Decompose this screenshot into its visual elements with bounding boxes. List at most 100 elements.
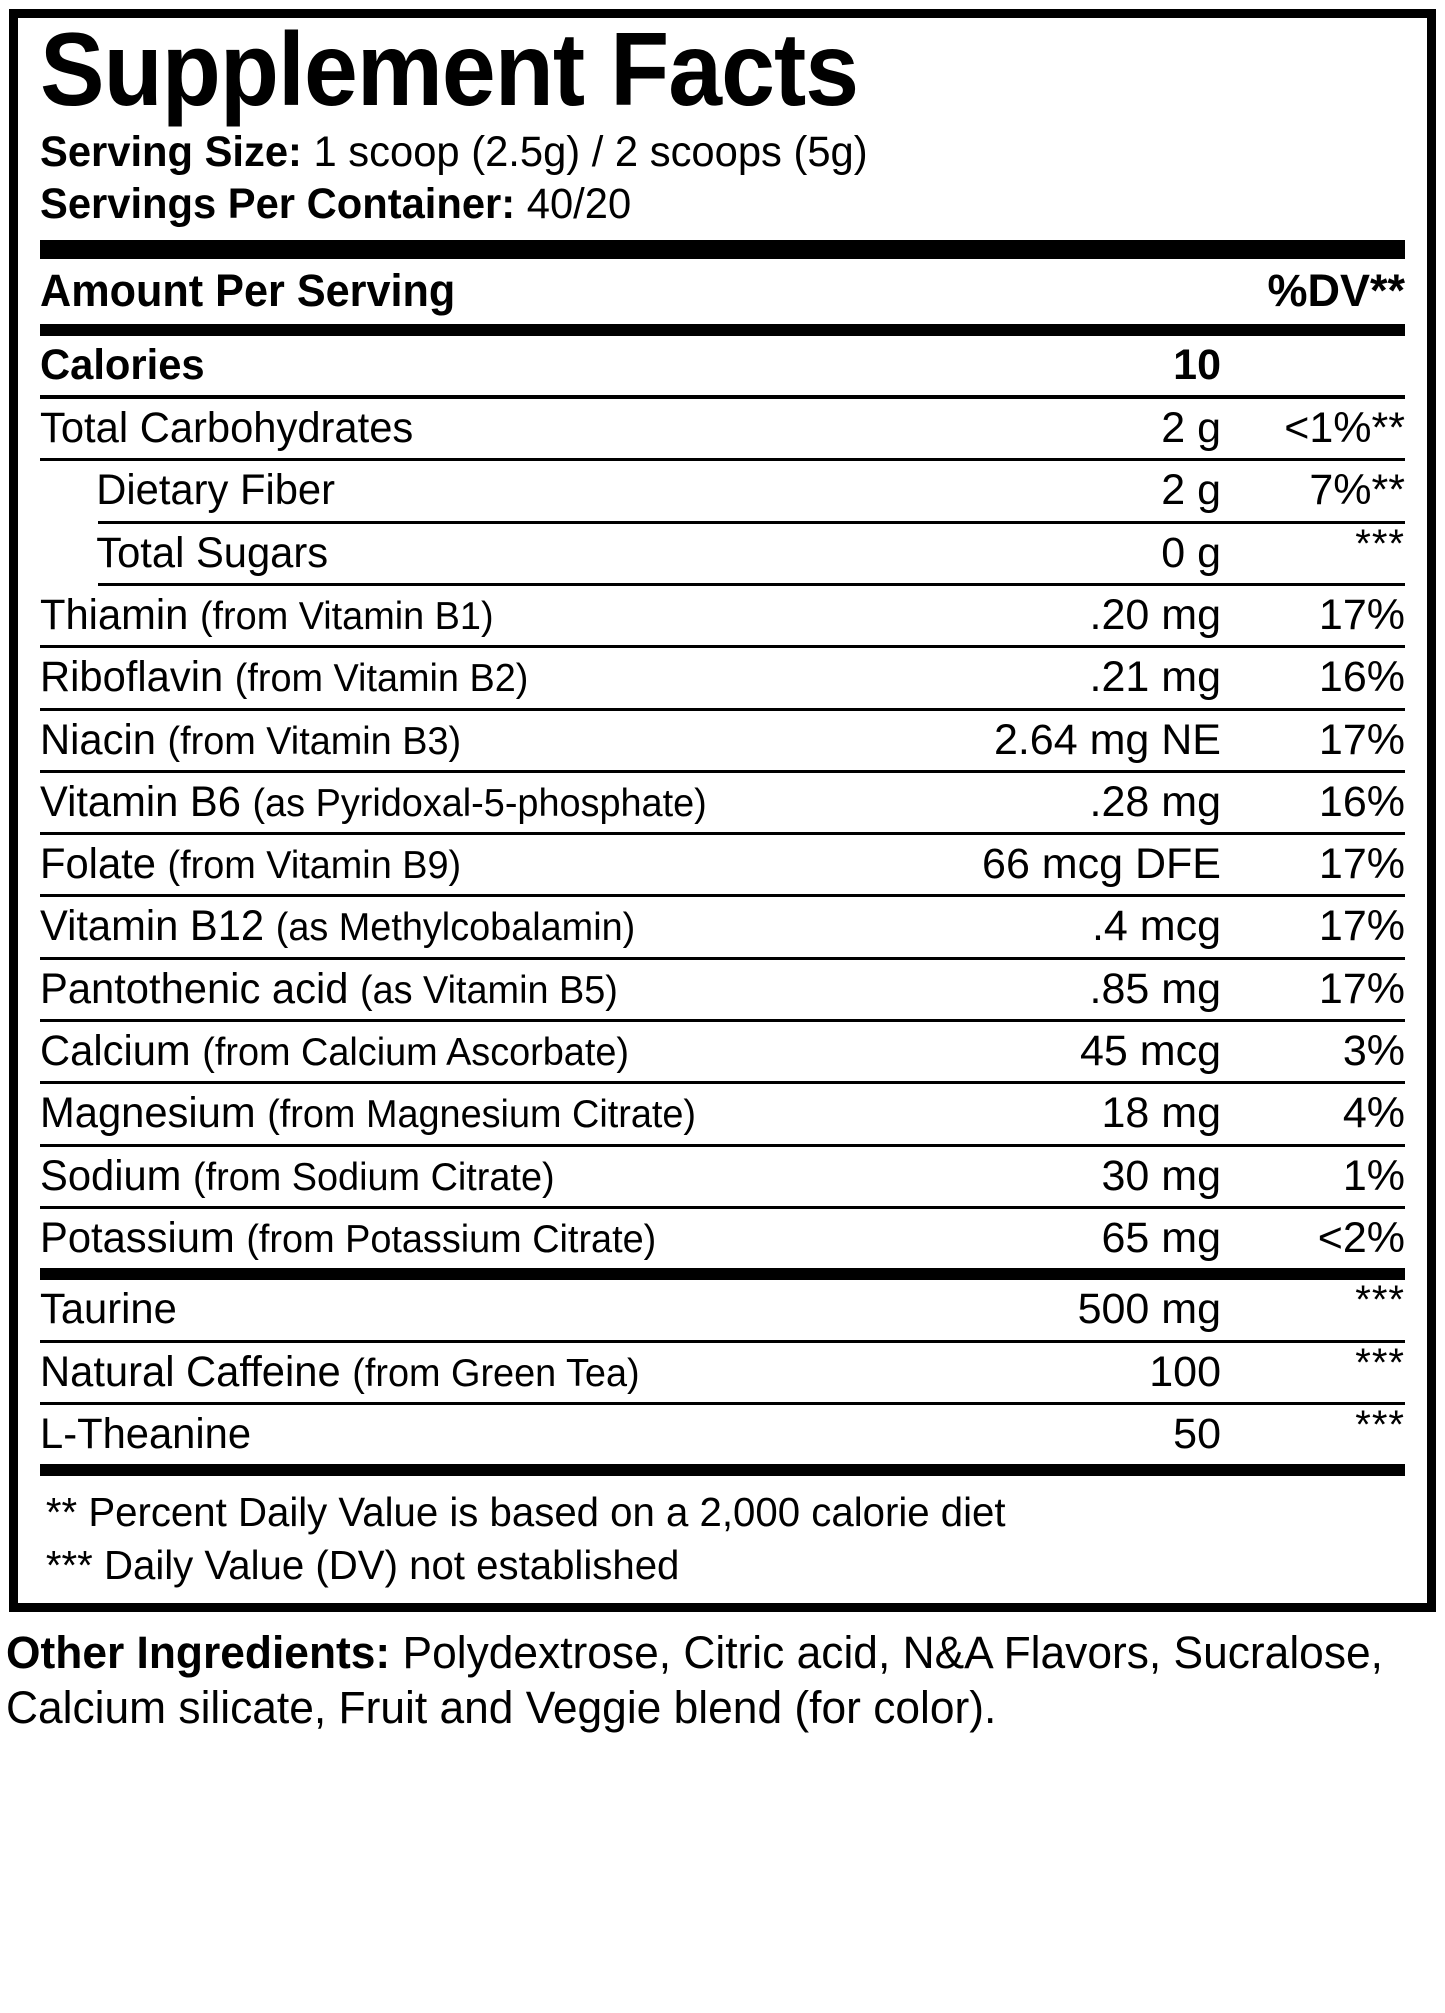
- nutrient-dv: 1%: [1342, 1151, 1405, 1200]
- table-row: Vitamin B12 (as Methylcobalamin) .4 mcg 17…: [40, 897, 1405, 956]
- nutrient-dv: 17%: [1318, 840, 1405, 889]
- percent-dv-header: %DV**: [1267, 264, 1405, 316]
- table-row: Niacin (from Vitamin B3) 2.64 mg NE 17%: [40, 711, 1405, 770]
- nutrient-source: (as Vitamin B5): [359, 968, 618, 1012]
- nutrient-source: (as Methylcobalamin): [275, 906, 636, 950]
- nutrient-dv: 3%: [1342, 1027, 1405, 1076]
- nutrient-amount: 45 mcg: [1079, 1027, 1221, 1076]
- nutrient-amount: .4 mcg: [1091, 902, 1221, 951]
- nutrient-dv: 17%: [1318, 964, 1405, 1013]
- nutrient-dv: 17%: [1318, 902, 1405, 951]
- nutrient-name: L-Theanine: [40, 1409, 252, 1458]
- table-row: Potassium (from Potassium Citrate) 65 mg <…: [40, 1209, 1405, 1268]
- nutrient-amount: 2.64 mg NE: [993, 715, 1221, 764]
- table-row: Total Sugars 0 g ***: [40, 522, 1405, 583]
- table-row: Natural Caffeine (from Green Tea) 100 ***: [40, 1341, 1405, 1402]
- dv-not-established-marker: ***: [1355, 1402, 1405, 1447]
- row-divider: [40, 832, 1405, 836]
- nutrient-source: (from Vitamin B2): [234, 657, 529, 701]
- nutrient-amount: 65 mg: [1101, 1213, 1221, 1262]
- nutrient-name: Niacin (from Vitamin B3): [40, 715, 462, 764]
- nutrient-dv: 7%**: [1309, 466, 1405, 515]
- nutrient-dv: 4%: [1342, 1089, 1405, 1138]
- nutrient-dv: 17%: [1318, 591, 1405, 639]
- nutrient-name: Thiamin (from Vitamin B1): [40, 591, 494, 639]
- divider-before-footnotes: [40, 1464, 1405, 1477]
- nutrient-dv: 17%: [1318, 715, 1405, 764]
- nutrient-name: Magnesium (from Magnesium Citrate): [40, 1089, 697, 1138]
- nutrient-name: Taurine: [40, 1285, 177, 1334]
- table-row: Pantothenic acid (as Vitamin B5) .85 mg 17…: [40, 960, 1405, 1019]
- nutrient-amount: .85 mg: [1089, 964, 1221, 1013]
- servings-per-container-value: 40/20: [526, 180, 632, 229]
- calories-amount: 10: [1173, 340, 1221, 389]
- nutrient-name: Riboflavin (from Vitamin B2): [40, 653, 529, 702]
- nutrient-name: Total Carbohydrates: [40, 404, 414, 453]
- nutrient-source: (from Vitamin B3): [167, 719, 462, 763]
- nutrient-name: Vitamin B12 (as Methylcobalamin): [40, 902, 636, 951]
- nutrient-amount: 100: [1149, 1347, 1221, 1396]
- divider-under-calories: [40, 395, 1405, 400]
- nutrient-name: Dietary Fiber: [96, 466, 336, 515]
- row-divider: [40, 1019, 1405, 1023]
- nutrient-dv: <2%: [1317, 1213, 1405, 1262]
- row-divider: [40, 1081, 1405, 1085]
- nutrient-name: Natural Caffeine (from Green Tea): [40, 1347, 640, 1396]
- nutrient-name: Total Sugars: [96, 528, 329, 577]
- nutrient-dv: ***: [1235, 1341, 1405, 1397]
- vitamin-mineral-rows: Thiamin (from Vitamin B1) .20 mg 17% Ribofl…: [40, 586, 1405, 1268]
- macronutrient-rows: Total Carbohydrates 2 g <1%** Dietary Fiber…: [40, 399, 1405, 586]
- row-divider: [98, 583, 1405, 586]
- row-divider: [98, 520, 1405, 524]
- footnote-dv-basis: ** Percent Daily Value is based on a 2,0…: [45, 1489, 1006, 1536]
- other-ingredients: Other Ingredients: Polydextrose, Citric …: [6, 1626, 1418, 1736]
- row-divider: [40, 1205, 1405, 1209]
- row-divider: [40, 956, 1405, 960]
- nutrient-name: Calcium (from Calcium Ascorbate): [40, 1027, 630, 1076]
- nutrient-name: Pantothenic acid (as Vitamin B5): [40, 964, 618, 1013]
- divider-before-blend: [40, 1268, 1405, 1281]
- row-divider: [40, 769, 1405, 773]
- nutrient-source: (from Vitamin B1): [199, 595, 494, 638]
- dv-not-established-marker: ***: [1355, 521, 1405, 566]
- calories-label: Calories: [40, 340, 205, 389]
- row-divider: [40, 1401, 1405, 1405]
- other-ingredients-value: Polydextrose, Citric acid, N&A Flavors, …: [6, 1627, 1383, 1733]
- serving-size-line: Serving Size: 1 scoop (2.5g) / 2 scoops …: [40, 126, 1364, 178]
- nutrient-name: Sodium (from Sodium Citrate): [40, 1151, 555, 1200]
- table-row: Taurine 500 mg ***: [40, 1278, 1405, 1339]
- nutrient-amount: 50: [1173, 1409, 1221, 1458]
- serving-size-label: Serving Size:: [40, 127, 302, 176]
- dv-not-established-marker: ***: [1355, 1278, 1405, 1323]
- table-row: Riboflavin (from Vitamin B2) .21 mg 16%: [40, 648, 1405, 707]
- table-row: Vitamin B6 (as Pyridoxal-5-phosphate) .28…: [40, 773, 1405, 832]
- servings-per-container-label: Servings Per Container:: [40, 180, 516, 229]
- nutrient-amount: .20 mg: [1089, 591, 1221, 639]
- nutrient-source: (from Calcium Ascorbate): [202, 1031, 630, 1075]
- nutrient-amount: .28 mg: [1089, 777, 1221, 826]
- row-divider: [40, 458, 1405, 462]
- serving-size-value: 1 scoop (2.5g) / 2 scoops (5g): [313, 127, 868, 176]
- footnotes: ** Percent Daily Value is based on a 2,0…: [40, 1476, 1405, 1593]
- amount-per-serving-header: Amount Per Serving: [40, 264, 456, 316]
- nutrient-source: (from Vitamin B9): [167, 844, 462, 888]
- servings-per-container-line: Servings Per Container: 40/20: [40, 178, 1364, 230]
- nutrient-dv: ***: [1235, 522, 1405, 578]
- nutrient-dv: <1%**: [1284, 404, 1405, 453]
- nutrient-dv: ***: [1235, 1278, 1405, 1334]
- nutrient-amount: .21 mg: [1089, 653, 1221, 702]
- nutrient-source: (from Sodium Citrate): [193, 1155, 555, 1199]
- divider-thick-top: [40, 239, 1405, 259]
- nutrient-name: Vitamin B6 (as Pyridoxal-5-phosphate): [40, 777, 707, 826]
- nutrient-source: (from Green Tea): [352, 1351, 640, 1395]
- table-row: Sodium (from Sodium Citrate) 30 mg 1%: [40, 1147, 1405, 1206]
- row-divider: [40, 707, 1405, 711]
- table-row: Thiamin (from Vitamin B1) .20 mg 17%: [40, 586, 1405, 645]
- nutrient-source: (as Pyridoxal-5-phosphate): [252, 781, 707, 825]
- nutrient-source: (from Magnesium Citrate): [267, 1093, 697, 1137]
- nutrient-dv: 16%: [1318, 653, 1405, 702]
- divider-under-header: [40, 323, 1405, 336]
- nutrient-amount: 18 mg: [1101, 1089, 1221, 1138]
- table-row-calories: Calories 10: [40, 336, 1405, 395]
